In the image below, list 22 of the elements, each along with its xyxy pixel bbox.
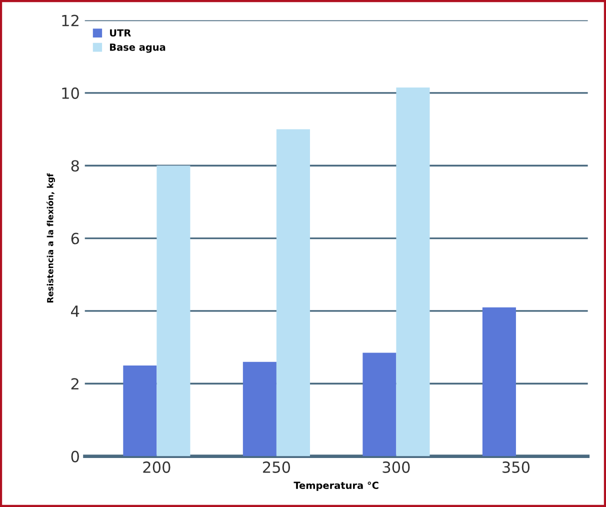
bar xyxy=(362,352,396,456)
y-tick-label: 4 xyxy=(71,306,80,317)
legend-label: UTR xyxy=(110,29,131,37)
y-tick-label: 6 xyxy=(71,232,80,244)
x-tick-label: 250 xyxy=(262,461,290,473)
x-tick-label: 200 xyxy=(143,461,170,473)
bar xyxy=(482,307,516,456)
y-tick-label: 2 xyxy=(71,378,78,390)
bar xyxy=(396,88,430,456)
bar xyxy=(276,129,310,456)
y-tick-label: 0 xyxy=(71,450,79,462)
y-tick-label: 10 xyxy=(62,87,79,99)
x-tick-label: 350 xyxy=(502,461,530,473)
y-tick-label: 12 xyxy=(62,14,78,26)
legend-label: Base agua xyxy=(110,44,166,53)
x-axis-title: Temperatura °C xyxy=(294,482,378,491)
y-axis-title: Resistencia a la flexión, kgf xyxy=(46,173,55,302)
y-tick-label: 8 xyxy=(71,160,79,172)
bar xyxy=(123,365,157,456)
x-tick-label: 300 xyxy=(382,461,410,473)
bar xyxy=(242,362,276,456)
bar xyxy=(156,166,190,456)
